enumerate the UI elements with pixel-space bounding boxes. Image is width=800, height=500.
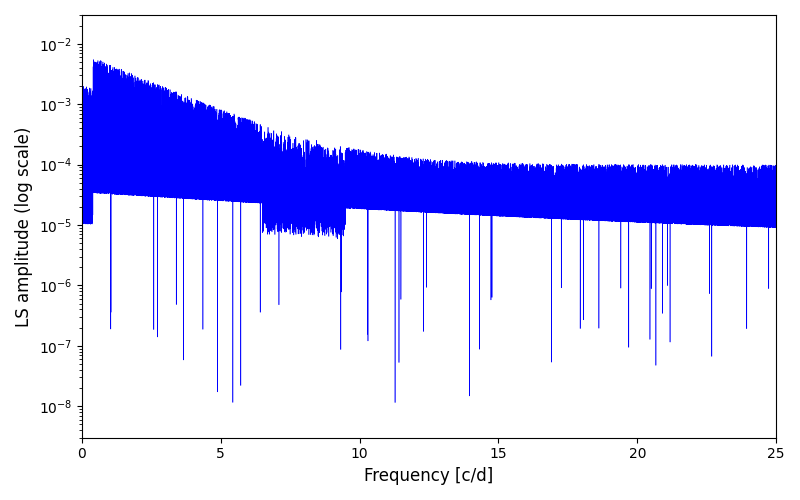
X-axis label: Frequency [c/d]: Frequency [c/d]: [364, 467, 494, 485]
Y-axis label: LS amplitude (log scale): LS amplitude (log scale): [15, 126, 33, 326]
